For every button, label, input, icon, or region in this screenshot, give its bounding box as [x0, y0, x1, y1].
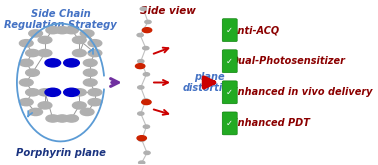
Circle shape: [73, 36, 86, 44]
Circle shape: [55, 115, 69, 122]
Text: Enhanced PDT: Enhanced PDT: [231, 118, 310, 128]
Circle shape: [55, 27, 69, 34]
Circle shape: [139, 138, 145, 141]
Circle shape: [143, 28, 152, 33]
Text: Side Chain
Regulation Strategy: Side Chain Regulation Strategy: [4, 9, 117, 31]
Circle shape: [65, 27, 78, 34]
Circle shape: [26, 69, 39, 76]
Circle shape: [65, 115, 78, 122]
Circle shape: [19, 79, 33, 86]
Circle shape: [143, 99, 149, 102]
Circle shape: [137, 136, 146, 141]
Circle shape: [139, 161, 145, 164]
Circle shape: [135, 64, 145, 69]
Circle shape: [45, 88, 60, 96]
Circle shape: [143, 125, 150, 128]
Circle shape: [145, 20, 151, 24]
Text: ✓: ✓: [226, 57, 233, 66]
Circle shape: [26, 50, 39, 57]
Circle shape: [26, 89, 39, 96]
Circle shape: [73, 89, 86, 96]
Circle shape: [73, 50, 86, 57]
Circle shape: [73, 102, 86, 109]
FancyBboxPatch shape: [222, 112, 237, 135]
Circle shape: [19, 40, 33, 47]
Circle shape: [142, 100, 151, 105]
Circle shape: [46, 27, 60, 34]
Circle shape: [84, 59, 97, 66]
Circle shape: [38, 89, 52, 96]
FancyBboxPatch shape: [222, 50, 237, 73]
Circle shape: [144, 151, 150, 154]
Text: Porphyrin plane: Porphyrin plane: [15, 148, 105, 158]
Circle shape: [143, 47, 149, 50]
Circle shape: [138, 86, 144, 89]
Circle shape: [80, 108, 94, 115]
Text: Dual-Photosensitizer: Dual-Photosensitizer: [231, 56, 345, 66]
Circle shape: [38, 50, 52, 57]
Circle shape: [38, 102, 52, 109]
Text: Enhanced in vivo delivery: Enhanced in vivo delivery: [231, 87, 372, 97]
Text: plane
distortion: plane distortion: [182, 72, 236, 93]
Circle shape: [137, 33, 143, 37]
Circle shape: [64, 88, 79, 96]
Text: ✓: ✓: [226, 88, 233, 97]
Text: ✓: ✓: [226, 26, 233, 35]
Circle shape: [19, 59, 33, 66]
Circle shape: [46, 115, 60, 122]
Circle shape: [138, 112, 144, 115]
Circle shape: [38, 36, 52, 44]
Circle shape: [140, 7, 146, 11]
FancyBboxPatch shape: [222, 19, 237, 42]
Circle shape: [88, 50, 102, 57]
Text: ✓: ✓: [226, 119, 233, 128]
Circle shape: [29, 30, 42, 37]
Circle shape: [88, 40, 102, 47]
Circle shape: [19, 99, 33, 106]
Circle shape: [88, 99, 102, 106]
Circle shape: [45, 59, 60, 67]
Circle shape: [64, 59, 79, 67]
Circle shape: [138, 60, 144, 63]
FancyBboxPatch shape: [222, 81, 237, 104]
Circle shape: [88, 89, 102, 96]
Text: Anti-ACQ: Anti-ACQ: [231, 25, 280, 35]
Circle shape: [84, 69, 97, 76]
Text: Side view: Side view: [140, 6, 196, 16]
Circle shape: [84, 79, 97, 86]
Circle shape: [143, 73, 150, 76]
Circle shape: [80, 30, 94, 37]
Circle shape: [29, 108, 42, 115]
